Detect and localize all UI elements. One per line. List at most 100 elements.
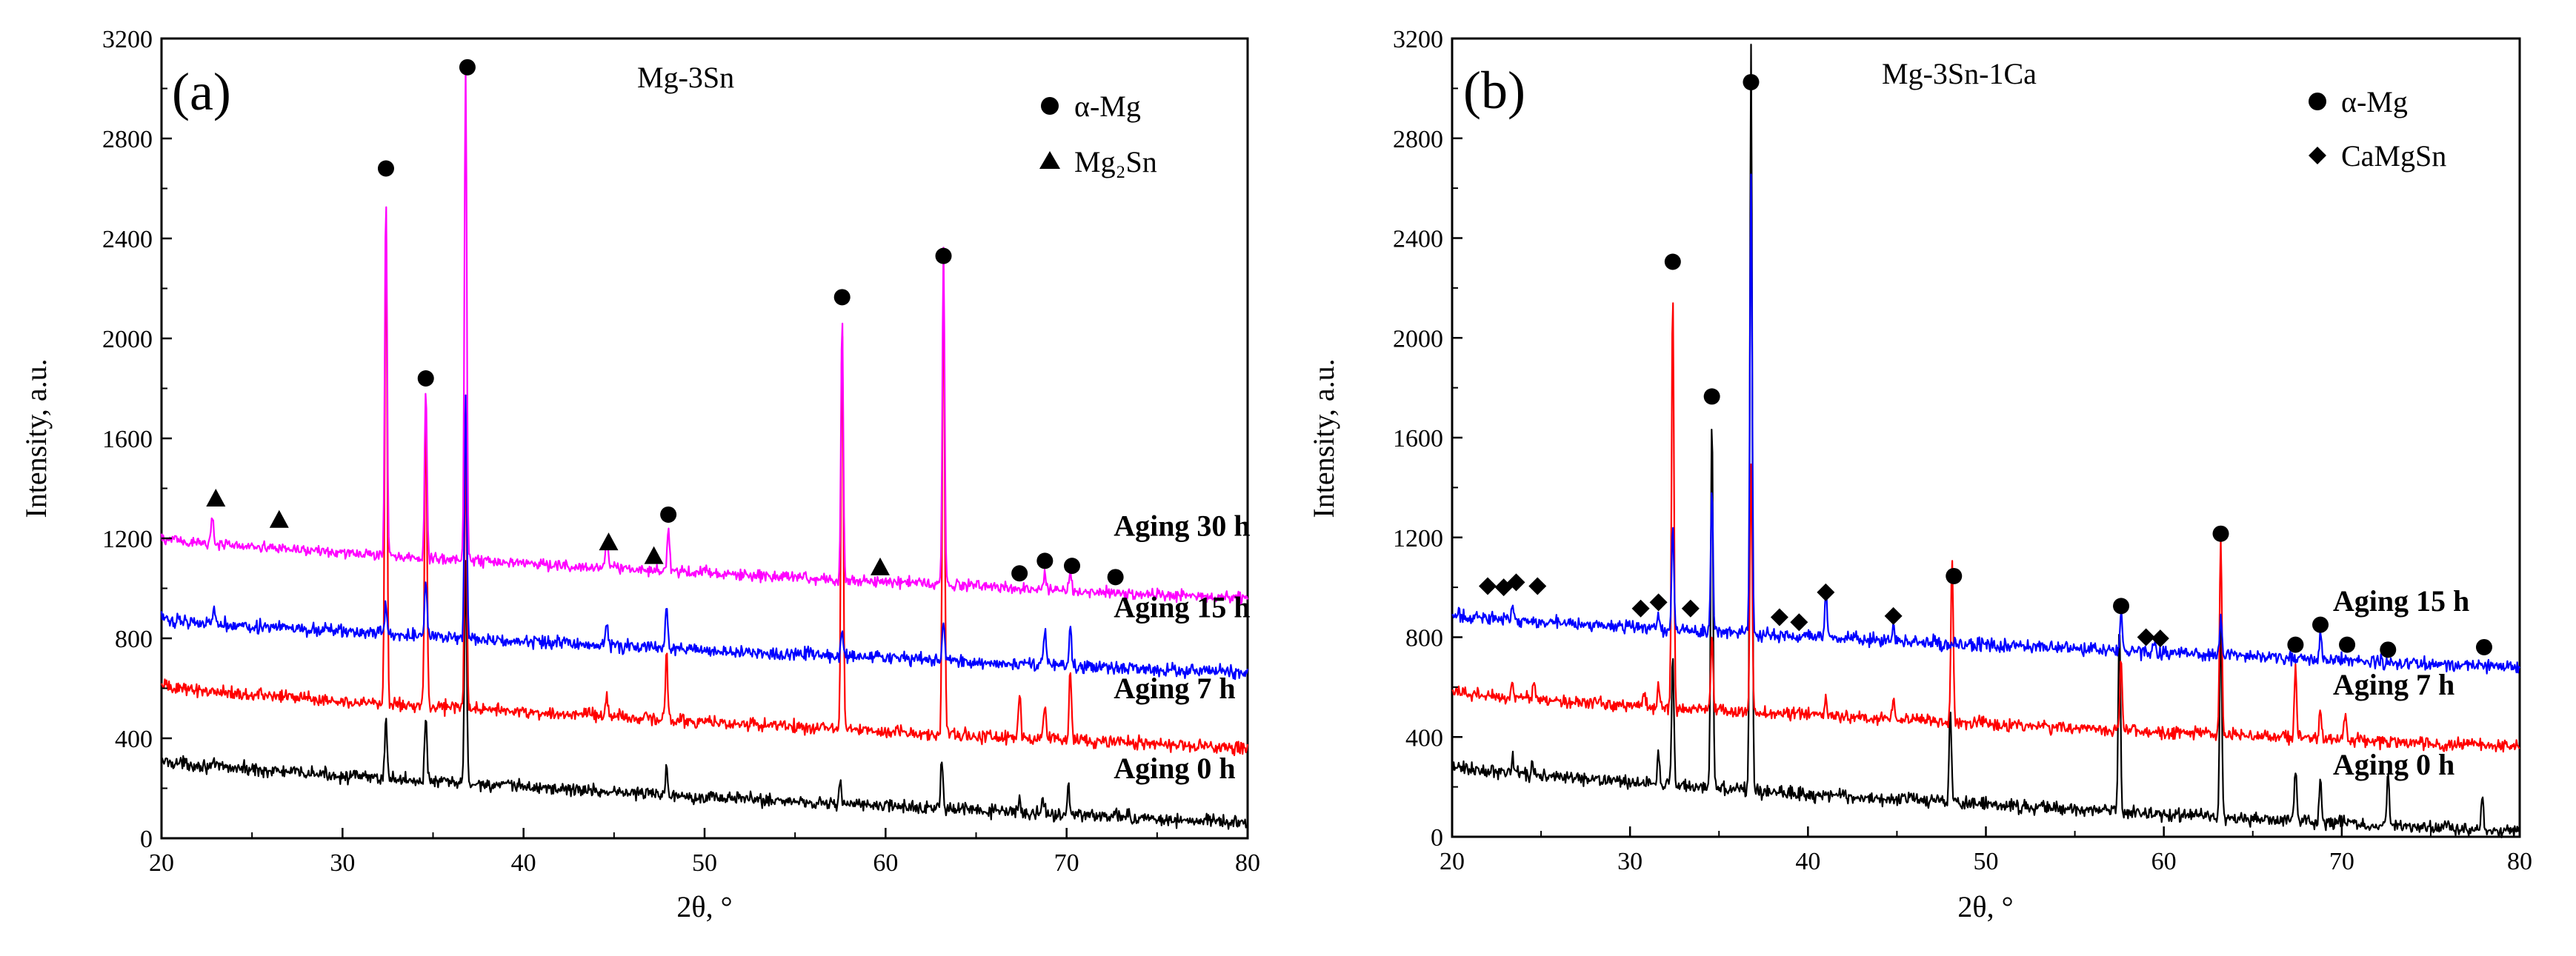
camgsn-peak-marker: [1631, 599, 1650, 618]
y-tick-label: 2400: [102, 226, 153, 253]
y-tick-label: 3200: [102, 26, 153, 53]
y-tick-label: 1600: [102, 426, 153, 453]
legend-circle-marker: [1041, 97, 1059, 115]
panel-label: (b): [1463, 61, 1525, 120]
x-tick-label: 30: [330, 849, 355, 877]
series-line-aging-0-h: [160, 560, 1248, 830]
alpha-mg-peak-marker: [1743, 73, 1760, 90]
legend-circle-marker: [2309, 93, 2326, 110]
alpha-mg-peak-marker: [1011, 565, 1028, 582]
alpha-mg-peak-marker: [2475, 638, 2492, 655]
x-tick-label: 70: [2329, 848, 2354, 875]
camgsn-peak-marker: [1884, 606, 1903, 625]
axis-ticks: 20 30 40 50 60 70 8004008001200160020002400280…: [1393, 26, 2532, 875]
alpha-mg-peak-marker: [1036, 552, 1054, 569]
mg2sn-peak-marker: [871, 557, 891, 575]
chart-panel-b: 20 30 40 50 60 70 8004008001200160020002400280…: [1307, 26, 2532, 923]
alpha-mg-peak-marker: [377, 160, 394, 177]
x-tick-label: 80: [2507, 848, 2532, 875]
series-label: Aging 30 h: [1114, 509, 1251, 543]
y-tick-label: 2000: [102, 326, 153, 353]
y-tick-label: 800: [1405, 625, 1443, 652]
series-layer: [160, 64, 1249, 830]
alpha-mg-peak-marker: [1946, 567, 1963, 584]
peak-markers: [206, 59, 1124, 586]
x-tick-label: 70: [1054, 849, 1079, 877]
alpha-mg-peak-marker: [1703, 388, 1720, 405]
alpha-mg-peak-marker: [1107, 569, 1124, 586]
legend-label-camgsn: CaMgSn: [2341, 139, 2446, 173]
series-label: Aging 7 h: [1114, 672, 1236, 705]
y-tick-label: 2800: [102, 126, 153, 153]
series-line-aging-15-h: [1451, 173, 2520, 675]
x-tick-label: 40: [1795, 848, 1820, 875]
alpha-mg-peak-marker: [2113, 598, 2130, 615]
x-tick-label: 20: [1440, 848, 1465, 875]
x-tick-label: 20: [149, 849, 174, 877]
alpha-mg-peak-marker: [2380, 641, 2397, 658]
series-line-aging-30-h: [160, 64, 1249, 605]
mg2sn-peak-marker: [644, 546, 664, 564]
camgsn-peak-marker: [1649, 593, 1668, 612]
camgsn-peak-marker: [2137, 628, 2155, 646]
x-tick-label: 80: [1235, 849, 1260, 877]
camgsn-peak-marker: [1528, 577, 1547, 595]
legend-label-alpha-mg: α-Mg: [1074, 90, 1141, 123]
mg2sn-peak-marker: [206, 489, 226, 507]
legend-triangle-marker: [1039, 151, 1060, 169]
x-axis-label: 2θ, °: [676, 890, 732, 923]
chart-panel-a: 20 30 40 50 60 70 8004008001200160020002400280…: [19, 26, 1260, 923]
alpha-mg-peak-marker: [417, 370, 434, 387]
y-tick-label: 2000: [1393, 325, 1443, 352]
mg2sn-peak-marker: [599, 532, 619, 551]
alpha-mg-peak-marker: [2312, 616, 2329, 633]
series-labels: Aging 30 h Aging 15 h Aging 7 h Aging 0 h: [1114, 509, 1251, 785]
series-label: Aging 7 h: [2333, 668, 2455, 701]
camgsn-peak-marker: [1681, 599, 1700, 618]
y-tick-label: 2400: [1393, 226, 1443, 253]
legend: α-Mg Mg₂Sn: [1039, 90, 1157, 178]
camgsn-peak-marker: [1790, 613, 1808, 632]
x-tick-label: 50: [1974, 848, 1999, 875]
y-tick-label: 800: [115, 626, 153, 653]
axis-ticks: 20 30 40 50 60 70 8004008001200160020002400280…: [102, 26, 1260, 877]
y-tick-label: 1600: [1393, 425, 1443, 452]
camgsn-peak-marker: [1507, 573, 1525, 592]
camgsn-peak-marker: [1770, 608, 1788, 626]
series-label: Aging 15 h: [2333, 584, 2470, 618]
series-label: Aging 0 h: [2333, 748, 2455, 781]
x-tick-label: 30: [1617, 848, 1643, 875]
camgsn-peak-marker: [2151, 629, 2169, 648]
y-tick-label: 2800: [1393, 126, 1443, 153]
series-line-aging-0-h: [1451, 44, 2520, 838]
mg2sn-peak-marker: [269, 509, 289, 528]
alpha-mg-peak-marker: [1063, 558, 1080, 575]
alpha-mg-peak-marker: [2287, 636, 2304, 653]
series-line-aging-7-h: [1451, 302, 2520, 753]
y-tick-label: 1200: [102, 526, 153, 553]
series-label: Aging 0 h: [1114, 752, 1236, 785]
alpha-mg-peak-marker: [935, 247, 952, 264]
alpha-mg-peak-marker: [1664, 253, 1681, 270]
series-line-aging-7-h: [160, 214, 1249, 757]
series-labels: Aging 15 h Aging 7 h Aging 0 h: [2333, 584, 2470, 781]
y-tick-label: 3200: [1393, 26, 1443, 53]
series-line-aging-15-h: [160, 394, 1249, 681]
legend-label-alpha-mg: α-Mg: [2341, 85, 2408, 118]
y-tick-label: 400: [1405, 724, 1443, 752]
y-axis-label: Intensity, a.u.: [19, 358, 53, 518]
y-tick-label: 0: [1431, 824, 1443, 852]
alpha-mg-peak-marker: [660, 506, 677, 523]
series-label: Aging 15 h: [1114, 590, 1251, 624]
x-tick-label: 60: [873, 849, 898, 877]
y-axis-label: Intensity, a.u.: [1307, 358, 1340, 518]
chart-title: Mg-3Sn-1Ca: [1882, 57, 2037, 90]
legend-diamond-marker: [2309, 147, 2326, 164]
alpha-mg-peak-marker: [833, 289, 851, 306]
alpha-mg-peak-marker: [459, 59, 476, 76]
x-tick-label: 40: [511, 849, 536, 877]
panel-label: (a): [172, 62, 231, 121]
legend-label-mg2sn: Mg₂Sn: [1074, 145, 1157, 178]
y-tick-label: 1200: [1393, 525, 1443, 552]
